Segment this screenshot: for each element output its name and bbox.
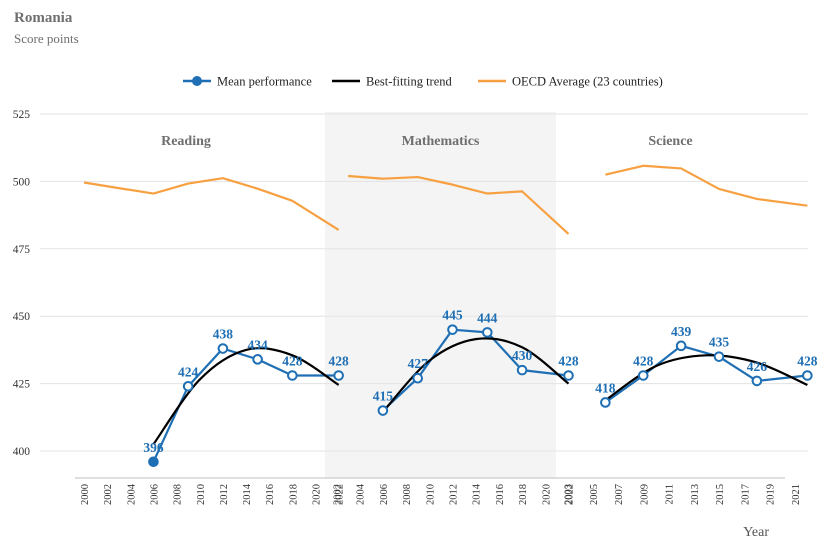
x-tick-label: 2013	[690, 484, 701, 505]
data-label: 428	[329, 354, 350, 369]
data-point[interactable]	[600, 397, 611, 408]
x-tick-label: 2020	[312, 484, 323, 505]
x-tick-label: 2016	[495, 484, 506, 505]
x-tick-label: 2005	[589, 484, 600, 505]
trend-line-reading	[152, 347, 340, 445]
data-point[interactable]	[287, 370, 298, 381]
y-tick-label: 450	[13, 311, 31, 323]
x-tick-label: 2006	[149, 484, 160, 505]
data-label: 438	[213, 327, 234, 342]
oecd-average-line-science	[605, 164, 808, 207]
y-tick-label: 500	[13, 176, 31, 188]
legend-label-mean: Mean performance	[217, 75, 312, 89]
data-label: 445	[442, 308, 463, 323]
data-point[interactable]	[675, 340, 687, 352]
y-tick-label: 425	[13, 379, 31, 391]
x-tick-label: 2004	[356, 483, 367, 505]
x-tick-label: 2012	[449, 484, 460, 505]
data-label: 415	[373, 389, 394, 404]
x-tick-label: 2007	[614, 484, 625, 505]
x-tick-label: 2020	[541, 484, 552, 505]
data-point[interactable]	[217, 343, 229, 354]
x-tick-label: 2022	[335, 484, 346, 505]
oecd-average-line-reading	[83, 177, 340, 231]
data-label: 439	[671, 324, 692, 339]
data-label: 428	[633, 354, 654, 369]
data-point[interactable]	[252, 354, 263, 365]
data-point[interactable]	[182, 380, 194, 392]
data-label: 444	[477, 310, 498, 325]
x-tick-label: 2011	[665, 484, 676, 505]
y-tick-label: 400	[13, 446, 31, 458]
chart-subtitle: Score points	[14, 31, 79, 46]
data-label: 426	[747, 359, 768, 374]
y-tick-label: 475	[13, 244, 31, 256]
panel-background-mathematics	[325, 112, 556, 478]
data-point[interactable]	[802, 370, 813, 381]
data-point[interactable]	[148, 456, 159, 468]
x-tick-label: 2015	[715, 484, 726, 505]
panel-title-mathematics: Mathematics	[402, 134, 480, 149]
x-tick-label: 2018	[288, 484, 299, 505]
x-tick-label: 2016	[265, 484, 276, 505]
data-label: 435	[709, 335, 730, 350]
legend-label-trend: Best-fitting trend	[366, 75, 452, 89]
mean-performance-line-mathematics	[382, 328, 569, 412]
data-label: 434	[248, 337, 269, 352]
x-tick-label: 2008	[173, 484, 184, 505]
legend-label-oecd: OECD Average (23 countries)	[512, 75, 663, 89]
x-tick-label: 2022	[565, 484, 576, 505]
x-tick-label: 2000	[80, 484, 91, 505]
data-point[interactable]	[412, 372, 424, 384]
x-tick-label: 2014	[242, 483, 253, 505]
data-point[interactable]	[637, 370, 649, 381]
x-tick-label: 2014	[472, 483, 483, 505]
data-point[interactable]	[713, 351, 725, 362]
x-axis-label: Year	[743, 525, 769, 540]
data-point[interactable]	[333, 370, 344, 381]
x-tick-label: 2002	[103, 484, 114, 505]
chart-title: Romania	[14, 10, 73, 26]
trend-line-mathematics	[382, 337, 570, 413]
x-tick-label: 2002	[333, 484, 344, 505]
panel-title-reading: Reading	[161, 134, 211, 149]
oecd-average-line-mathematics	[348, 174, 570, 235]
x-tick-label: 2010	[196, 484, 207, 505]
y-tick-label: 525	[13, 109, 31, 121]
data-label: 427	[408, 356, 429, 371]
x-tick-label: 2017	[740, 484, 751, 505]
data-label: 428	[558, 354, 579, 369]
x-tick-label: 2003	[564, 484, 575, 505]
data-label: 396	[143, 440, 164, 455]
x-tick-label: 2006	[379, 484, 390, 505]
x-tick-label: 2018	[518, 484, 529, 505]
x-tick-label: 2012	[219, 484, 230, 505]
mean-performance-line-reading	[152, 347, 339, 463]
data-point[interactable]	[751, 375, 763, 387]
data-label: 418	[595, 380, 616, 395]
x-tick-label: 2021	[791, 484, 802, 505]
x-tick-label: 2008	[402, 484, 413, 505]
x-tick-label: 2009	[639, 484, 650, 505]
data-point[interactable]	[377, 405, 389, 416]
data-label: 430	[512, 348, 533, 363]
data-point[interactable]	[482, 327, 493, 338]
panel-title-science: Science	[648, 134, 692, 149]
data-point[interactable]	[516, 364, 528, 376]
data-label: 428	[282, 354, 303, 369]
x-tick-label: 2019	[766, 484, 777, 505]
x-tick-label: 2010	[425, 484, 436, 505]
legend-marker-mean	[192, 76, 202, 86]
data-point[interactable]	[563, 370, 574, 381]
data-label: 428	[797, 354, 818, 369]
mean-performance-line-science	[604, 344, 808, 404]
x-tick-label: 2004	[126, 483, 137, 505]
data-label: 424	[178, 364, 199, 379]
data-point[interactable]	[447, 324, 458, 335]
